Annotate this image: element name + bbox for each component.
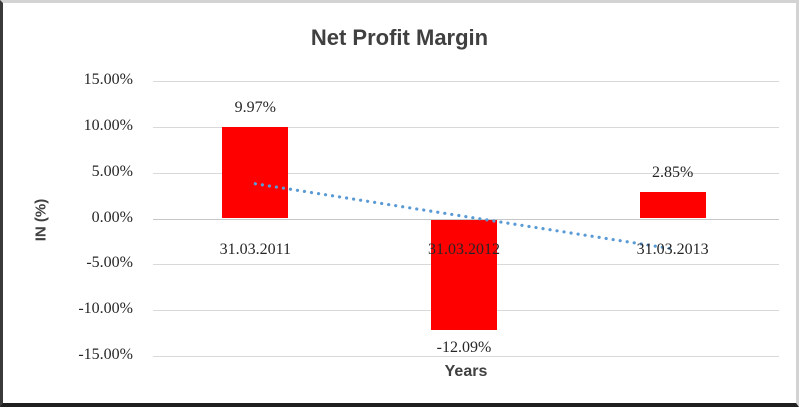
bar-31.03.2011 <box>222 127 289 219</box>
chart-title: Net Profit Margin <box>310 25 489 50</box>
y-axis-tick-label: 5.00% <box>91 162 133 180</box>
category-label: 31.03.2012 <box>428 241 500 258</box>
y-axis-tick-label: 15.00% <box>83 71 133 89</box>
x-axis-title: Years <box>444 363 488 380</box>
gridline <box>153 172 779 174</box>
bar-31.03.2013 <box>639 192 706 219</box>
y-axis-tick-label: -15.00% <box>78 345 133 363</box>
gridline <box>153 355 779 357</box>
y-axis-tick-label: -5.00% <box>86 254 133 272</box>
trendline <box>253 182 675 251</box>
data-label: -12.09% <box>436 339 492 356</box>
data-label: 2.85% <box>651 164 694 182</box>
gridline <box>153 81 779 83</box>
category-label: 31.03.2013 <box>636 241 709 258</box>
y-axis-tick-label: -10.00% <box>78 299 133 317</box>
data-label: 9.97% <box>234 99 276 117</box>
bar-31.03.2012 <box>431 219 497 330</box>
gridline <box>153 218 779 220</box>
gridline <box>153 127 779 129</box>
y-axis-tick-label: 10.00% <box>83 117 133 135</box>
y-axis-tick-label: 0.00% <box>91 208 133 226</box>
category-label: 31.03.2011 <box>219 241 292 258</box>
